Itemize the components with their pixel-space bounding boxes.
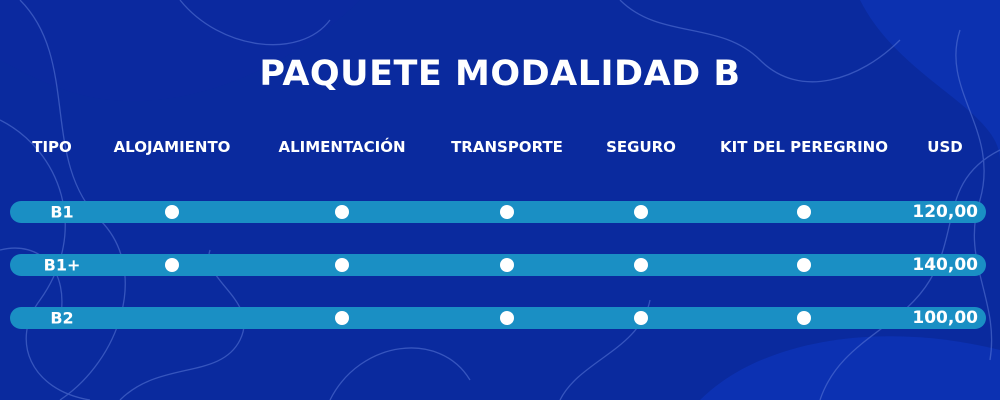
table-row: B2 100,00	[10, 307, 986, 329]
included-dot-icon	[165, 258, 179, 272]
row-tipo: B1	[50, 202, 74, 222]
included-dot-icon	[500, 258, 514, 272]
column-header-alojamiento: ALOJAMIENTO	[113, 138, 231, 156]
row-tipo: B2	[50, 308, 74, 328]
included-dot-icon	[500, 311, 514, 325]
column-header-kit: KIT DEL PEREGRINO	[720, 138, 888, 156]
included-dot-icon	[335, 311, 349, 325]
included-dot-icon	[634, 258, 648, 272]
included-dot-icon	[335, 205, 349, 219]
included-dot-icon	[335, 258, 349, 272]
row-tipo: B1+	[43, 255, 81, 275]
column-header-seguro: SEGURO	[606, 138, 676, 156]
page-title: PAQUETE MODALIDAD B	[259, 54, 741, 94]
included-dot-icon	[634, 311, 648, 325]
included-dot-icon	[165, 205, 179, 219]
table-header: TIPO ALOJAMIENTO ALIMENTACIÓN TRANSPORTE…	[0, 138, 1000, 160]
column-header-transporte: TRANSPORTE	[451, 138, 563, 156]
included-dot-icon	[797, 311, 811, 325]
row-price: 100,00	[912, 308, 978, 328]
column-header-alimentacion: ALIMENTACIÓN	[278, 138, 406, 156]
table-row: B1 120,00	[10, 201, 986, 223]
column-header-tipo: TIPO	[32, 138, 72, 156]
included-dot-icon	[500, 205, 514, 219]
row-price: 120,00	[912, 202, 978, 222]
table-row: B1+ 140,00	[10, 254, 986, 276]
column-header-usd: USD	[927, 138, 963, 156]
included-dot-icon	[797, 205, 811, 219]
included-dot-icon	[634, 205, 648, 219]
row-price: 140,00	[912, 255, 978, 275]
included-dot-icon	[797, 258, 811, 272]
